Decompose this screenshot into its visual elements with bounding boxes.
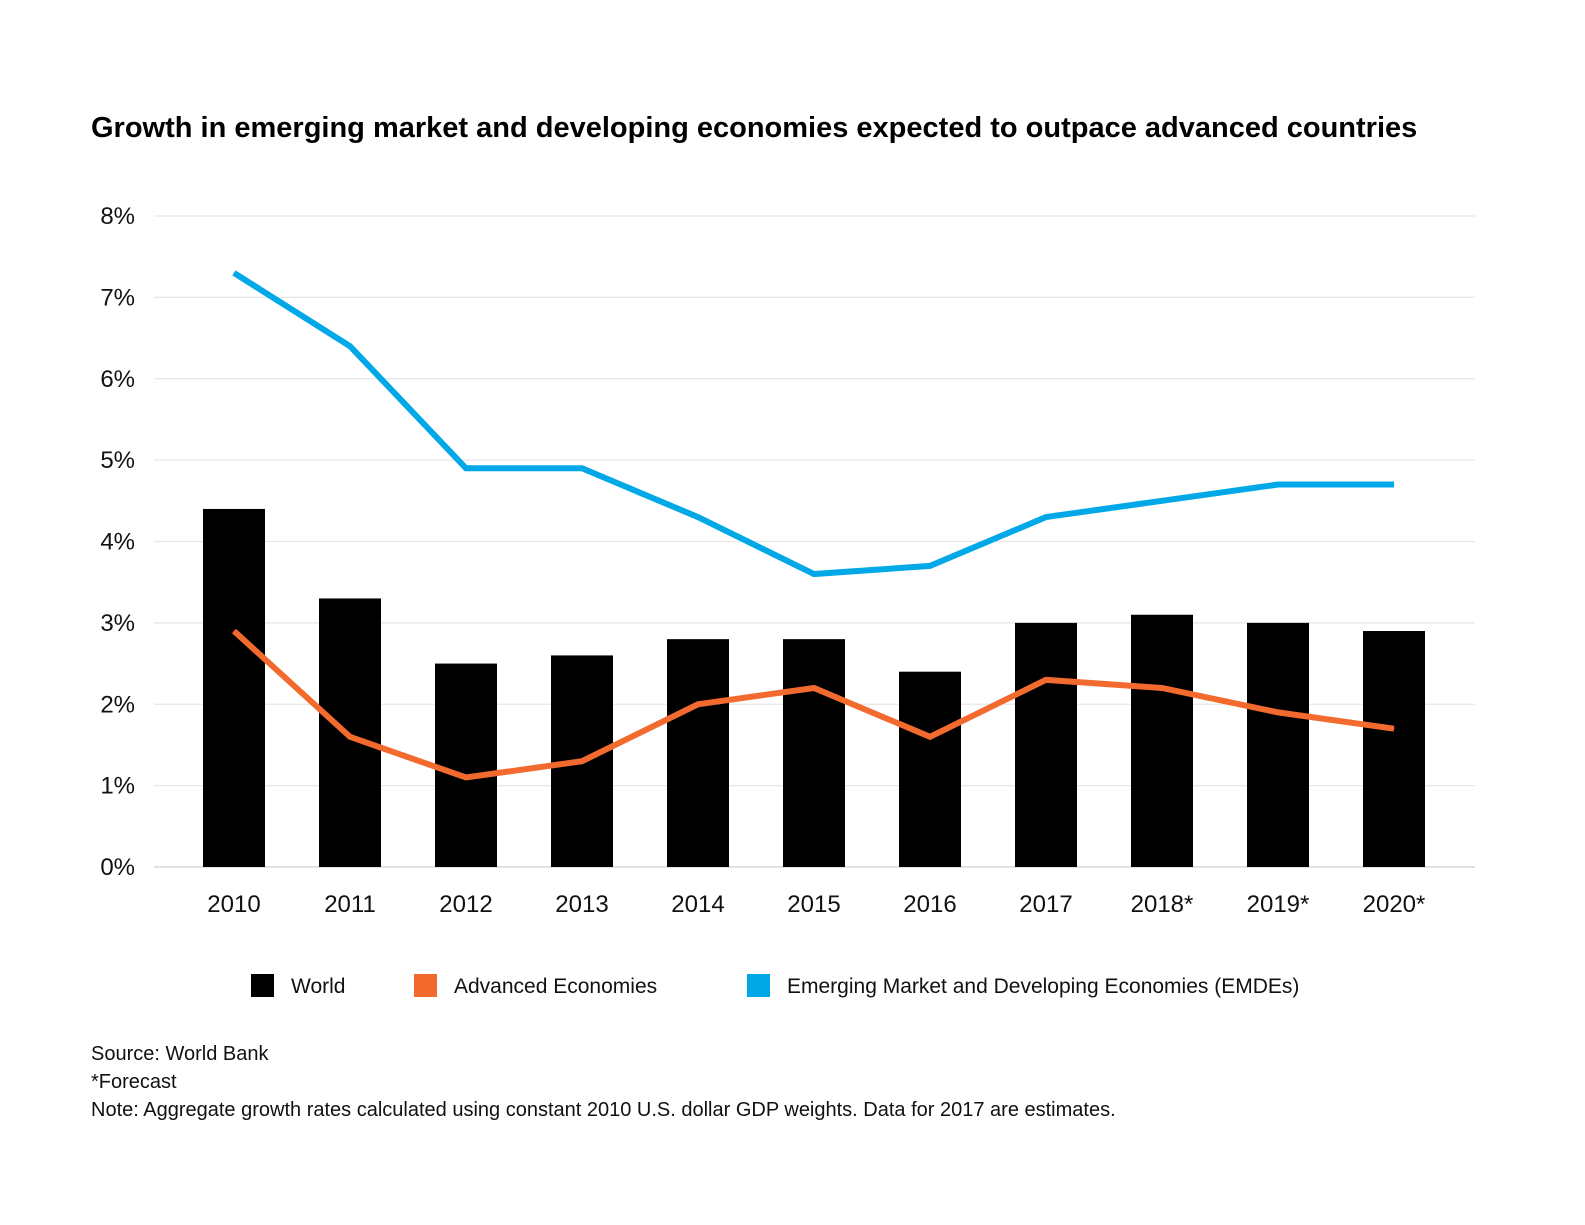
y-tick-label: 6%: [100, 366, 135, 393]
forecast-note: *Forecast: [91, 1071, 177, 1093]
line-point: [697, 703, 699, 705]
line-point: [465, 467, 467, 469]
footnotes: Source: World Bank *Forecast Note: Aggre…: [91, 1040, 1116, 1124]
x-tick-label: 2013: [555, 891, 608, 918]
bar-world: [1015, 622, 1077, 867]
line-point: [813, 687, 815, 689]
line-point: [1161, 687, 1163, 689]
line-point: [813, 573, 815, 575]
x-tick-label: 2010: [207, 891, 260, 918]
y-tick-label: 5%: [100, 447, 135, 474]
line-point: [581, 760, 583, 762]
x-tick-label: 2014: [671, 891, 724, 918]
line-point: [1277, 484, 1279, 486]
x-tick-label: 2015: [787, 891, 840, 918]
line-point: [1045, 516, 1047, 518]
legend: World Advanced Economies Emerging Market a…: [251, 974, 1299, 998]
line-point: [233, 630, 235, 632]
x-tick-label: 2019*: [1247, 891, 1310, 918]
bar-world: [1131, 614, 1193, 867]
y-tick-label: 7%: [100, 284, 135, 311]
line-point: [1161, 500, 1163, 502]
bar-world: [1363, 631, 1425, 867]
world-bars: [203, 508, 1425, 867]
line-series: [232, 270, 1394, 578]
bar-world: [319, 598, 381, 867]
line-point: [1393, 728, 1395, 730]
y-tick-label: 2%: [100, 691, 135, 718]
bar-world: [203, 508, 265, 867]
x-tick-label: 2012: [439, 891, 492, 918]
line-point: [1045, 679, 1047, 681]
bar-world: [1247, 622, 1309, 867]
bar-world: [783, 639, 845, 867]
series-lines: [231, 270, 1395, 781]
legend-swatch: [251, 974, 274, 997]
y-tick-label: 0%: [100, 854, 135, 881]
line-point: [1277, 711, 1279, 713]
y-tick-label: 1%: [100, 773, 135, 800]
bar-world: [435, 663, 497, 867]
line-point: [1393, 484, 1395, 486]
line-point: [929, 565, 931, 567]
bar-world: [899, 671, 961, 867]
line-point: [929, 736, 931, 738]
x-tick-label: 2017: [1019, 891, 1072, 918]
source-note: Source: World Bank: [91, 1043, 269, 1065]
line-point: [233, 272, 235, 274]
y-tick-label: 4%: [100, 529, 135, 556]
legend-label: Advanced Economies: [454, 975, 657, 998]
x-tick-label: 2018*: [1131, 891, 1194, 918]
y-axis-tick-labels: 0% 1% 2% 3% 4% 5% 6% 7% 8%: [100, 203, 135, 881]
line-point: [465, 776, 467, 778]
x-tick-label: 2011: [324, 891, 376, 918]
x-tick-label: 2016: [903, 891, 956, 918]
legend-label: Emerging Market and Developing Economies…: [787, 975, 1299, 998]
y-tick-label: 8%: [100, 203, 135, 230]
legend-swatch: [414, 974, 437, 997]
bar-world: [667, 639, 729, 867]
legend-label: World: [291, 975, 345, 998]
line-point: [349, 345, 351, 347]
x-tick-label: 2020*: [1363, 891, 1426, 918]
line-point: [581, 467, 583, 469]
line-point: [349, 736, 351, 738]
y-tick-label: 3%: [100, 610, 135, 637]
legend-swatch: [747, 974, 770, 997]
x-axis-tick-labels: 2010 2011 2012 2013 2014 2015 2016 2017 2018* 201…: [207, 891, 1425, 918]
chart-title: Growth in emerging market and developing…: [91, 112, 1417, 144]
methodology-note: Note: Aggregate growth rates calculated …: [91, 1099, 1116, 1121]
line-point: [697, 516, 699, 518]
